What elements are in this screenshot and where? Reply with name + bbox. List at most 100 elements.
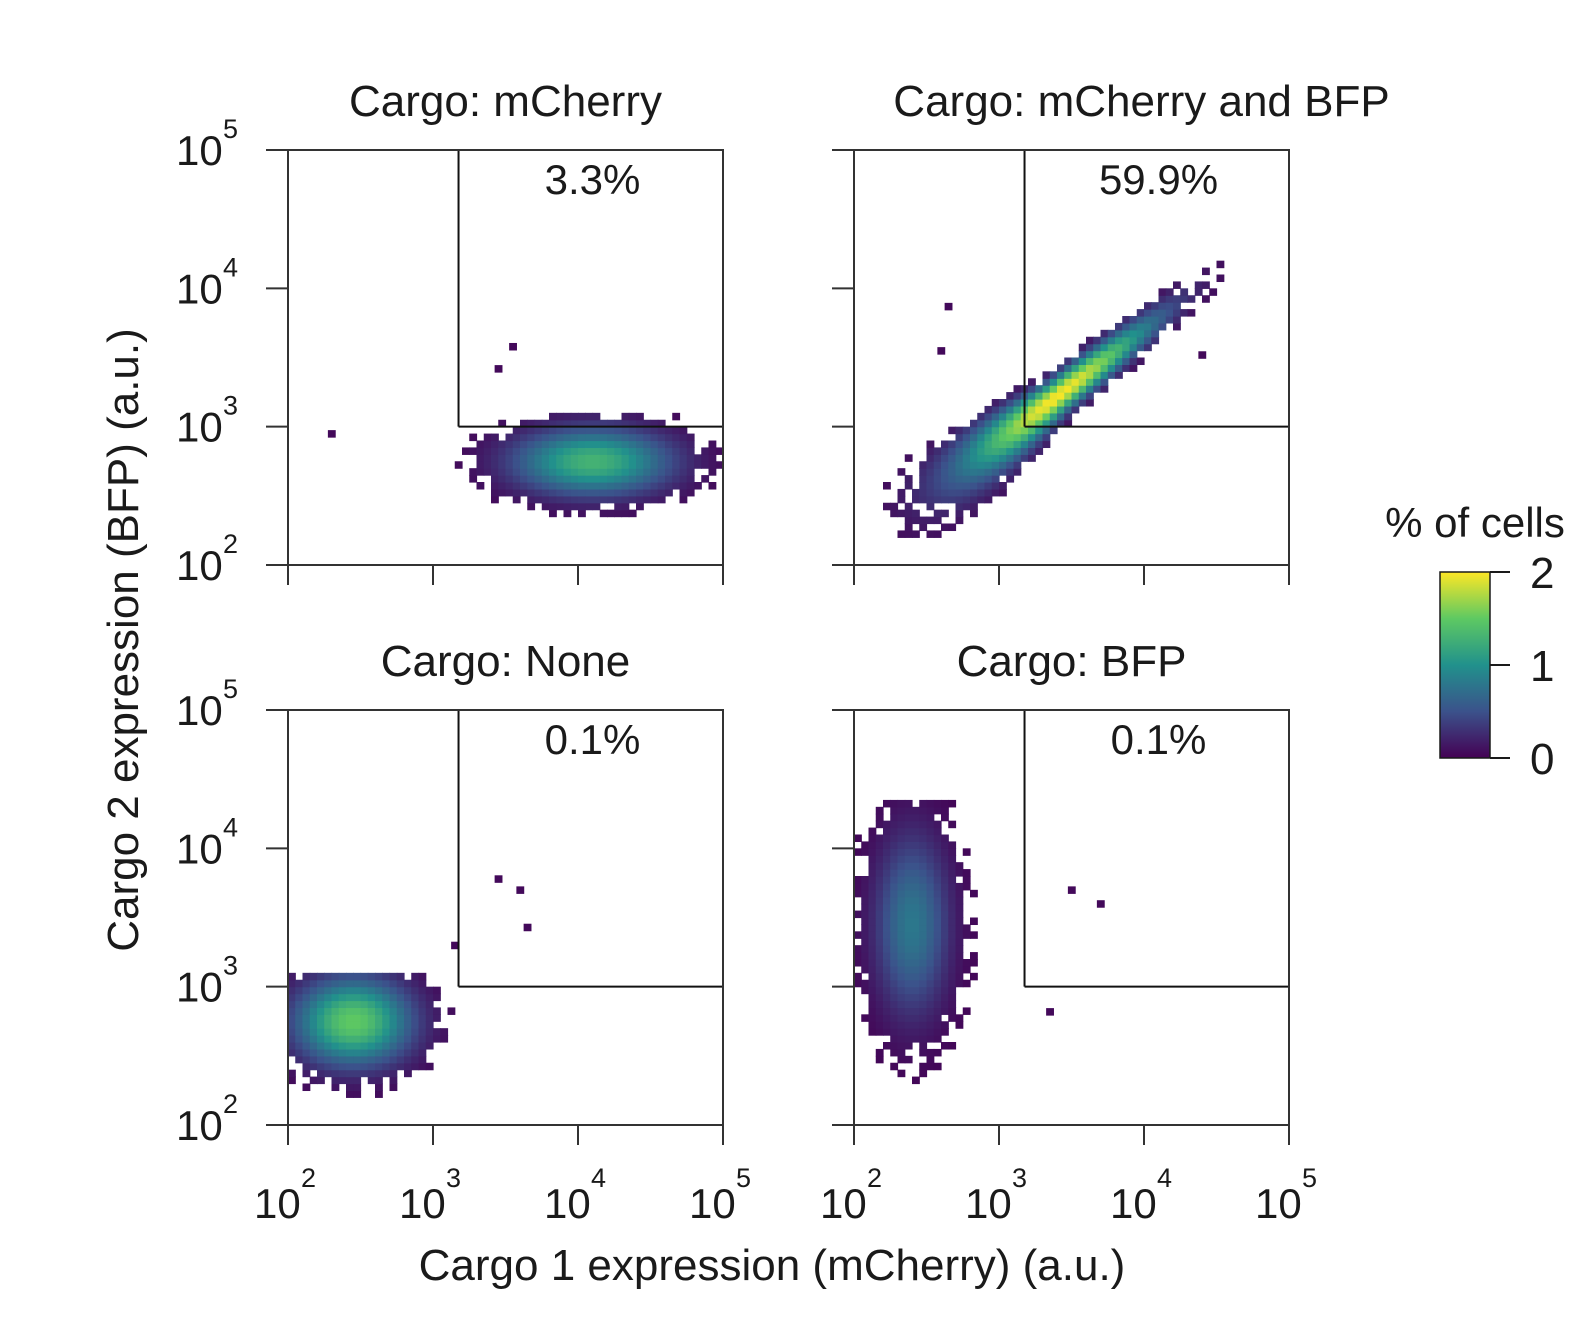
heatmap-bin xyxy=(302,1028,311,1036)
heatmap-bin xyxy=(933,889,942,898)
heatmap-bin xyxy=(897,1035,906,1043)
heatmap-bin xyxy=(1086,336,1094,345)
heatmap-bin xyxy=(585,426,594,435)
heatmap-bin xyxy=(621,426,630,435)
heatmap-bin xyxy=(926,862,935,870)
heatmap-bin xyxy=(585,433,594,442)
heatmap-bin xyxy=(941,889,949,898)
heatmap-bin xyxy=(389,1083,398,1092)
heatmap-bin xyxy=(868,889,877,898)
heatmap-bin xyxy=(904,889,913,898)
heatmap-bin xyxy=(941,848,949,856)
heatmap-bin xyxy=(926,910,935,919)
heatmap-bin xyxy=(1064,371,1073,379)
heatmap-bin xyxy=(912,488,920,497)
heatmap-bin xyxy=(679,488,688,497)
heatmap-bin xyxy=(868,896,877,905)
heatmap-bin xyxy=(665,488,673,497)
heatmap-bin xyxy=(628,412,637,421)
heatmap-bin xyxy=(970,959,978,967)
heatmap-bin xyxy=(1165,302,1174,310)
heatmap-bin xyxy=(404,1021,412,1029)
heatmap-bin xyxy=(1071,371,1080,379)
heatmap-bin xyxy=(353,993,362,1002)
heatmap-bin xyxy=(288,1007,296,1015)
heatmap-bin xyxy=(1006,433,1015,442)
heatmap-bin xyxy=(331,1021,340,1029)
heatmap-bin xyxy=(317,979,325,988)
heatmap-bin xyxy=(382,986,391,995)
heatmap-bin xyxy=(962,482,971,490)
heatmap-bin xyxy=(999,482,1007,490)
heatmap-bin xyxy=(955,882,964,891)
heatmap-bin xyxy=(970,972,978,981)
heatmap-bin xyxy=(556,447,565,455)
heatmap-bin xyxy=(1180,288,1189,296)
heatmap-bin xyxy=(875,820,884,829)
heatmap-bin xyxy=(999,405,1007,414)
heatmap-bin xyxy=(854,945,862,953)
heatmap-bin xyxy=(897,509,906,518)
heatmap-bin xyxy=(904,876,913,884)
heatmap-bin xyxy=(897,495,906,504)
heatmap-bin xyxy=(904,938,913,946)
heatmap-bin xyxy=(491,488,499,497)
heatmap-bin xyxy=(563,419,572,428)
heatmap-bin xyxy=(672,482,681,490)
heatmap-bin xyxy=(382,1055,391,1064)
heatmap-bin xyxy=(404,1055,412,1064)
heatmap-bin xyxy=(404,1035,412,1043)
heatmap-bin xyxy=(541,482,550,490)
heatmap-bin xyxy=(955,468,964,476)
heatmap-bin xyxy=(883,841,891,849)
heatmap-bin xyxy=(904,1021,913,1029)
heatmap-bin xyxy=(418,1055,427,1064)
heatmap-bin xyxy=(904,855,913,863)
heatmap-bin xyxy=(854,834,862,843)
heatmap-bin xyxy=(1122,322,1131,331)
heatmap-bin xyxy=(592,454,601,462)
heatmap-bin xyxy=(919,461,928,469)
heatmap-bin xyxy=(338,1035,347,1043)
heatmap-bin xyxy=(614,468,623,476)
heatmap-bin xyxy=(897,841,906,849)
panel-title: Cargo: None xyxy=(381,637,630,686)
heatmap-bin xyxy=(883,869,891,877)
heatmap-bin xyxy=(570,440,579,449)
heatmap-bin xyxy=(1006,461,1015,469)
heatmap-bin xyxy=(1093,371,1102,379)
heatmap-bin xyxy=(1093,364,1102,372)
heatmap-bin xyxy=(897,993,906,1002)
heatmap-bin xyxy=(599,440,608,449)
heatmap-bin xyxy=(672,440,681,449)
heatmap-bin xyxy=(1049,385,1058,393)
heatmap-bin xyxy=(948,924,957,932)
heatmap-bin xyxy=(295,1021,304,1029)
heatmap-bin xyxy=(628,419,637,428)
heatmap-bin xyxy=(1194,288,1203,296)
heatmap-bin xyxy=(665,482,673,490)
heatmap-bin xyxy=(534,495,543,504)
heatmap-bin xyxy=(912,952,920,960)
heatmap-bin xyxy=(614,502,623,511)
heatmap-bin xyxy=(1158,316,1167,324)
heatmap-bin xyxy=(1064,412,1073,421)
heatmap-bin xyxy=(288,986,296,995)
heatmap-bin xyxy=(657,468,666,476)
heatmap-bin xyxy=(512,475,521,483)
heatmap-bin xyxy=(926,440,935,449)
heatmap-bin xyxy=(984,468,993,476)
heatmap-bin xyxy=(1020,433,1029,442)
heatmap-bin xyxy=(919,896,928,905)
heatmap-bin xyxy=(984,426,993,435)
heatmap-bin xyxy=(498,468,507,476)
y-tick-exponent: 4 xyxy=(223,812,238,842)
heatmap-bin xyxy=(883,910,891,919)
heatmap-bin xyxy=(1013,399,1022,407)
heatmap-bin xyxy=(643,475,652,483)
heatmap-bin xyxy=(933,1007,942,1015)
heatmap-bin xyxy=(1042,392,1051,400)
y-tick-label: 10 xyxy=(176,542,223,589)
x-tick-exponent: 4 xyxy=(1157,1163,1172,1193)
heatmap-bin xyxy=(1093,336,1102,345)
